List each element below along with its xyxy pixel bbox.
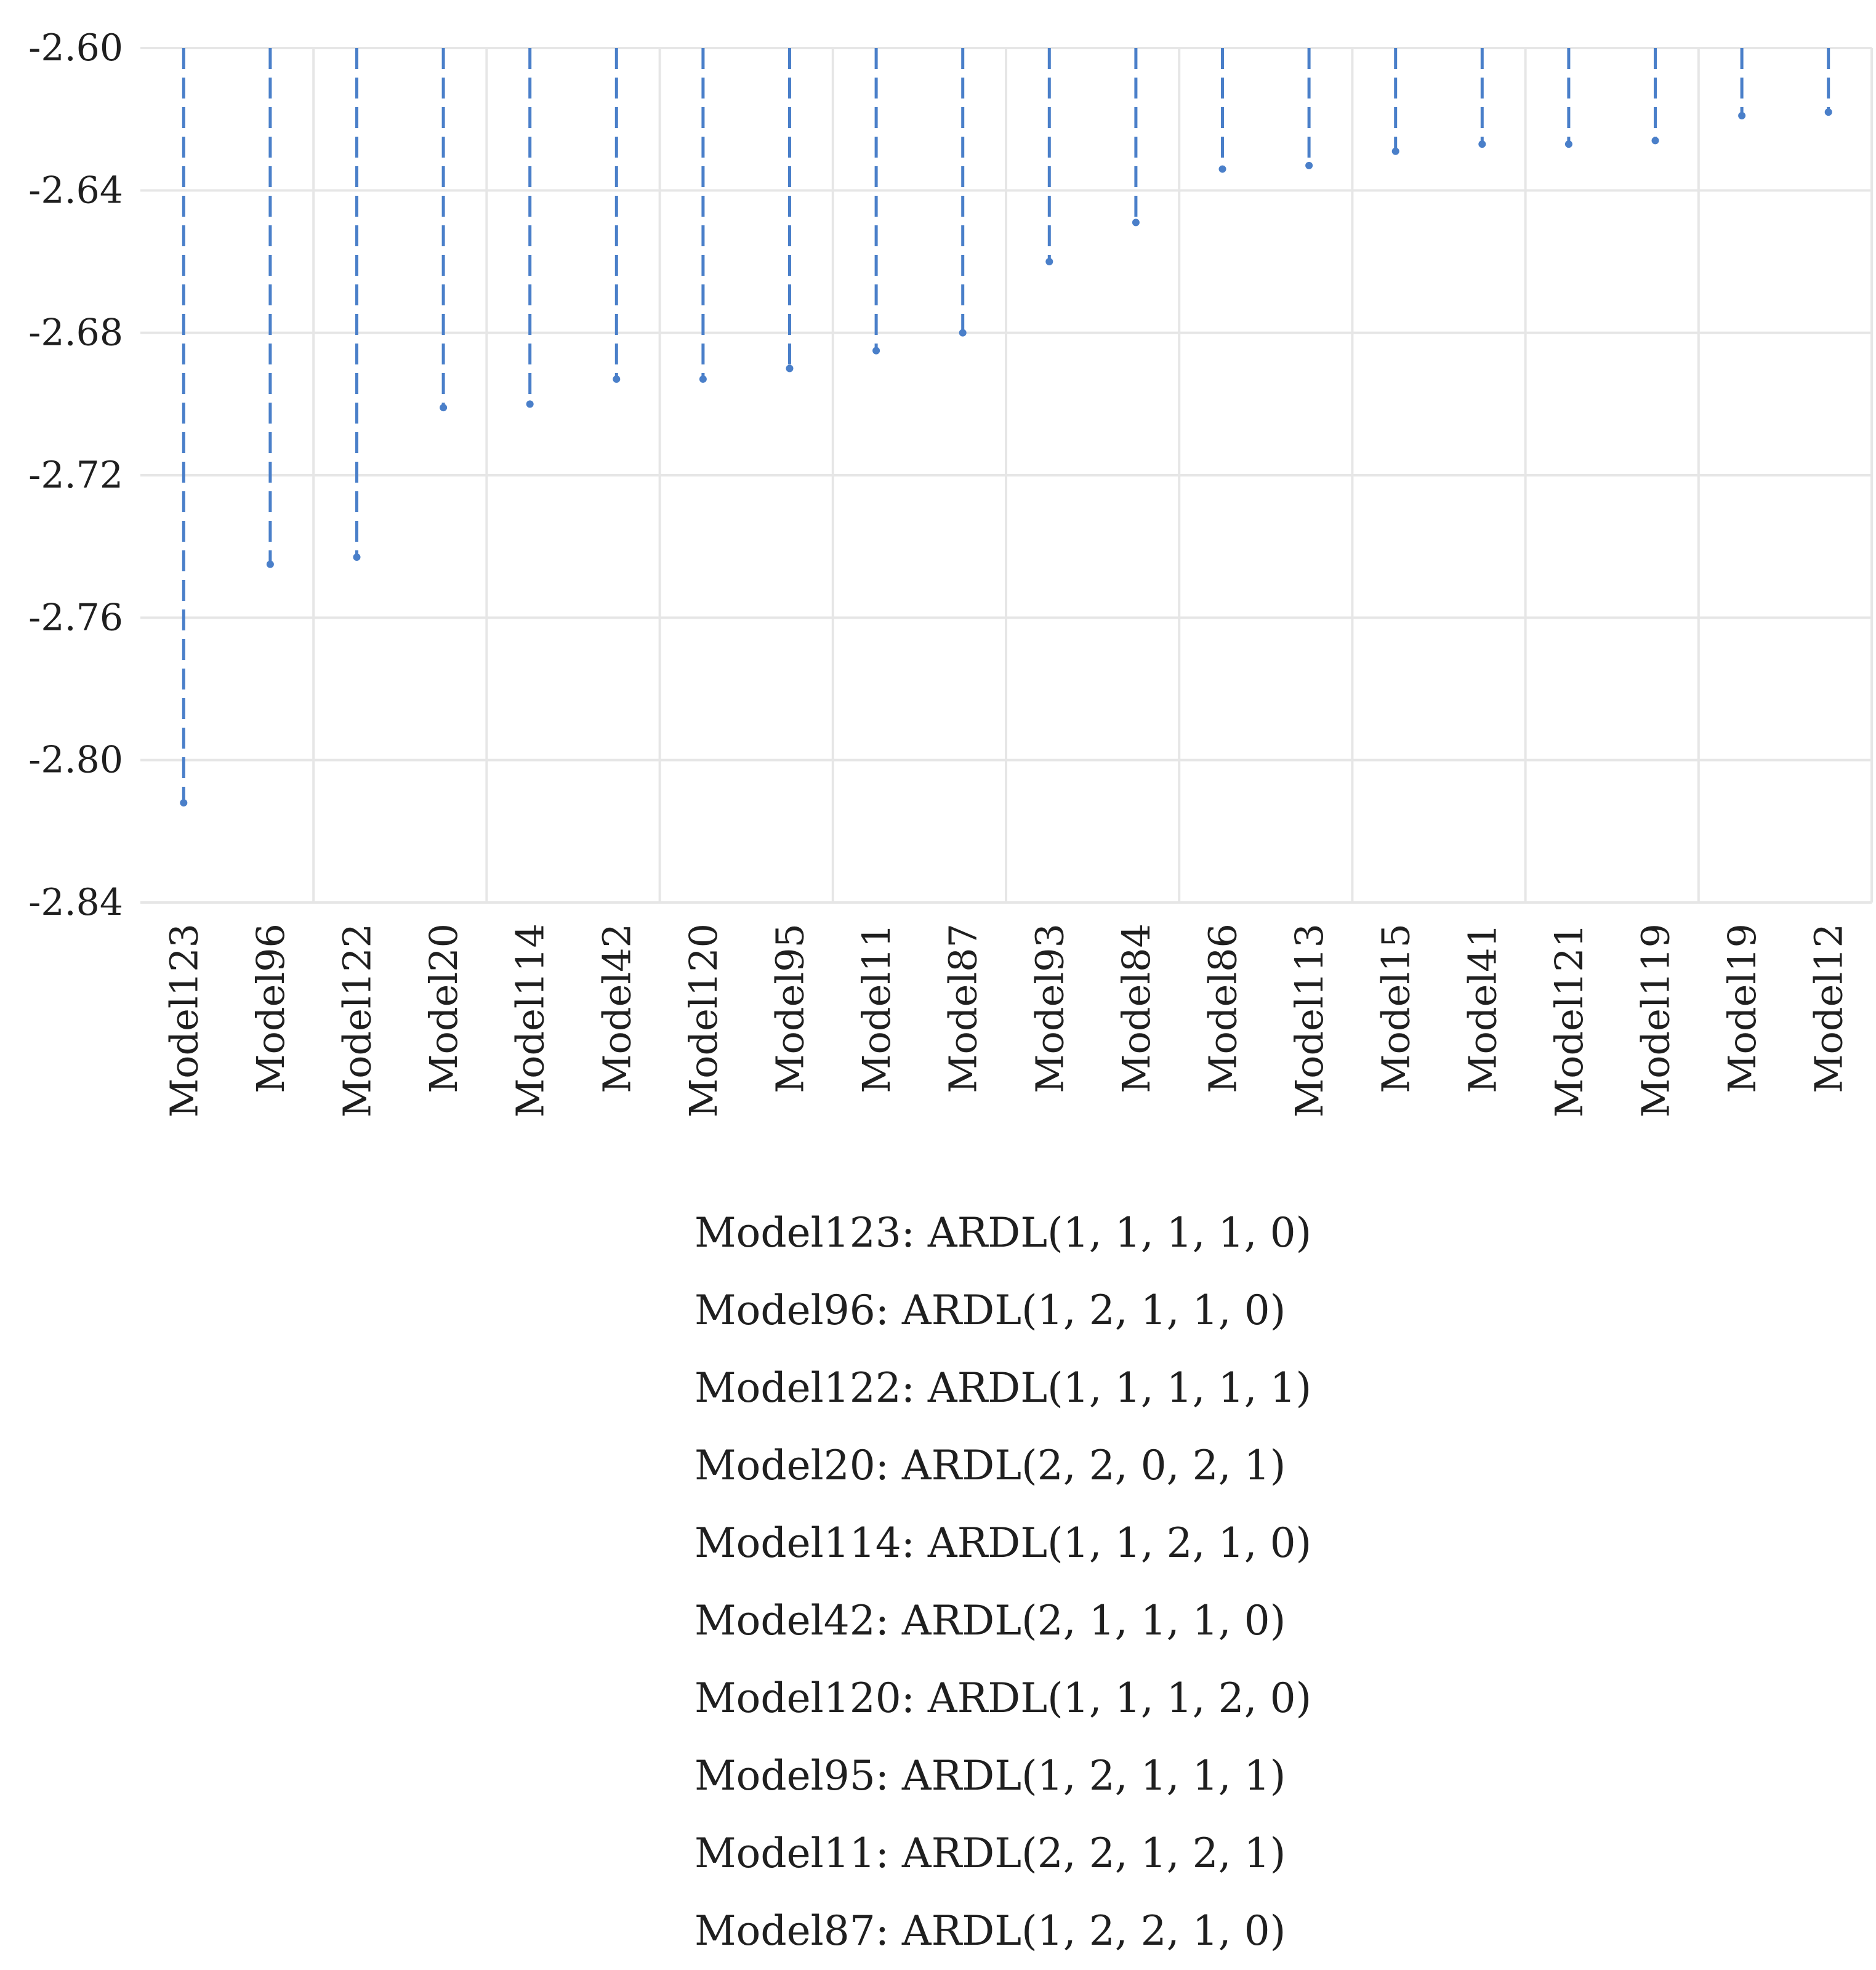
legend-item: Model114: ARDL(1, 1, 2, 1, 0) [694,1519,1312,1567]
y-tick-label: -2.80 [28,739,123,782]
y-tick-label: -2.60 [28,26,123,70]
data-point [872,347,880,355]
data-point [440,404,448,412]
data-point [699,375,707,383]
data-point [1305,161,1313,169]
data-point [353,553,361,561]
legend-item: Model96: ARDL(1, 2, 1, 1, 0) [694,1287,1286,1334]
y-axis: -2.60 -2.64 -2.68 -2.72 -2.76 -2.80 -2.84 [28,26,123,924]
x-tick-label: Model12 [1806,923,1851,1093]
x-tick-label: Model119 [1633,923,1678,1117]
legend-item: Model122: ARDL(1, 1, 1, 1, 1) [694,1364,1312,1412]
data-point [526,400,534,408]
x-tick-label: Model96 [248,923,293,1093]
data-point [266,560,274,568]
legend-item: Model123: ARDL(1, 1, 1, 1, 0) [694,1209,1312,1256]
data-point [1651,137,1659,145]
x-tick-label: Model20 [421,923,466,1093]
x-tick-label: Model120 [681,923,726,1117]
y-tick-label: -2.68 [28,312,123,355]
grid [140,47,1873,904]
x-tick-label: Model93 [1027,923,1072,1093]
y-tick-label: -2.84 [28,881,123,924]
data-point [1045,258,1053,265]
x-axis: Model123 Model96 Model122 Model20 Model114 Mo… [161,923,1851,1117]
data-point [613,375,621,383]
x-tick-label: Model95 [768,923,813,1093]
model-legend: Model123: ARDL(1, 1, 1, 1, 0) Model96: A… [694,1194,1311,1970]
data-point [1478,140,1486,148]
legend-item: Model42: ARDL(2, 1, 1, 1, 0) [694,1597,1286,1644]
chart: -2.60 -2.64 -2.68 -2.72 -2.76 -2.80 -2.84 Mode… [28,26,1873,1117]
series [180,48,1832,807]
x-tick-label: Model123 [161,923,206,1117]
chart-svg: -2.60 -2.64 -2.68 -2.72 -2.76 -2.80 -2.84 Mode… [28,26,1873,1117]
data-point [1218,165,1226,173]
x-tick-label: Model86 [1201,923,1246,1093]
data-point [180,799,188,807]
data-point [1564,140,1572,148]
x-tick-label: Model11 [854,923,899,1093]
data-point [1738,111,1746,119]
x-tick-label: Model87 [941,923,986,1093]
data-point [1132,219,1140,227]
x-tick-label: Model42 [594,923,639,1093]
legend-item: Model87: ARDL(1, 2, 2, 1, 0) [694,1907,1286,1955]
data-point [959,329,967,337]
x-tick-label: Model41 [1460,923,1505,1093]
y-tick-label: -2.64 [28,169,123,212]
x-tick-label: Model113 [1287,923,1332,1117]
legend-item: Model120: ARDL(1, 1, 1, 2, 0) [694,1674,1312,1722]
y-tick-label: -2.72 [28,454,123,497]
data-point [786,364,794,372]
x-tick-label: Model122 [335,923,380,1117]
data-point [1391,147,1399,155]
x-tick-label: Model121 [1547,923,1592,1117]
x-tick-label: Model15 [1374,923,1419,1093]
data-point [1824,108,1832,116]
x-tick-label: Model84 [1114,923,1159,1093]
x-tick-label: Model19 [1720,923,1765,1093]
y-tick-label: -2.76 [28,596,123,639]
legend-item: Model11: ARDL(2, 2, 1, 2, 1) [694,1830,1286,1877]
x-tick-label: Model114 [508,923,553,1117]
legend-item: Model95: ARDL(1, 2, 1, 1, 1) [694,1752,1286,1799]
legend-item: Model20: ARDL(2, 2, 0, 2, 1) [694,1442,1286,1489]
